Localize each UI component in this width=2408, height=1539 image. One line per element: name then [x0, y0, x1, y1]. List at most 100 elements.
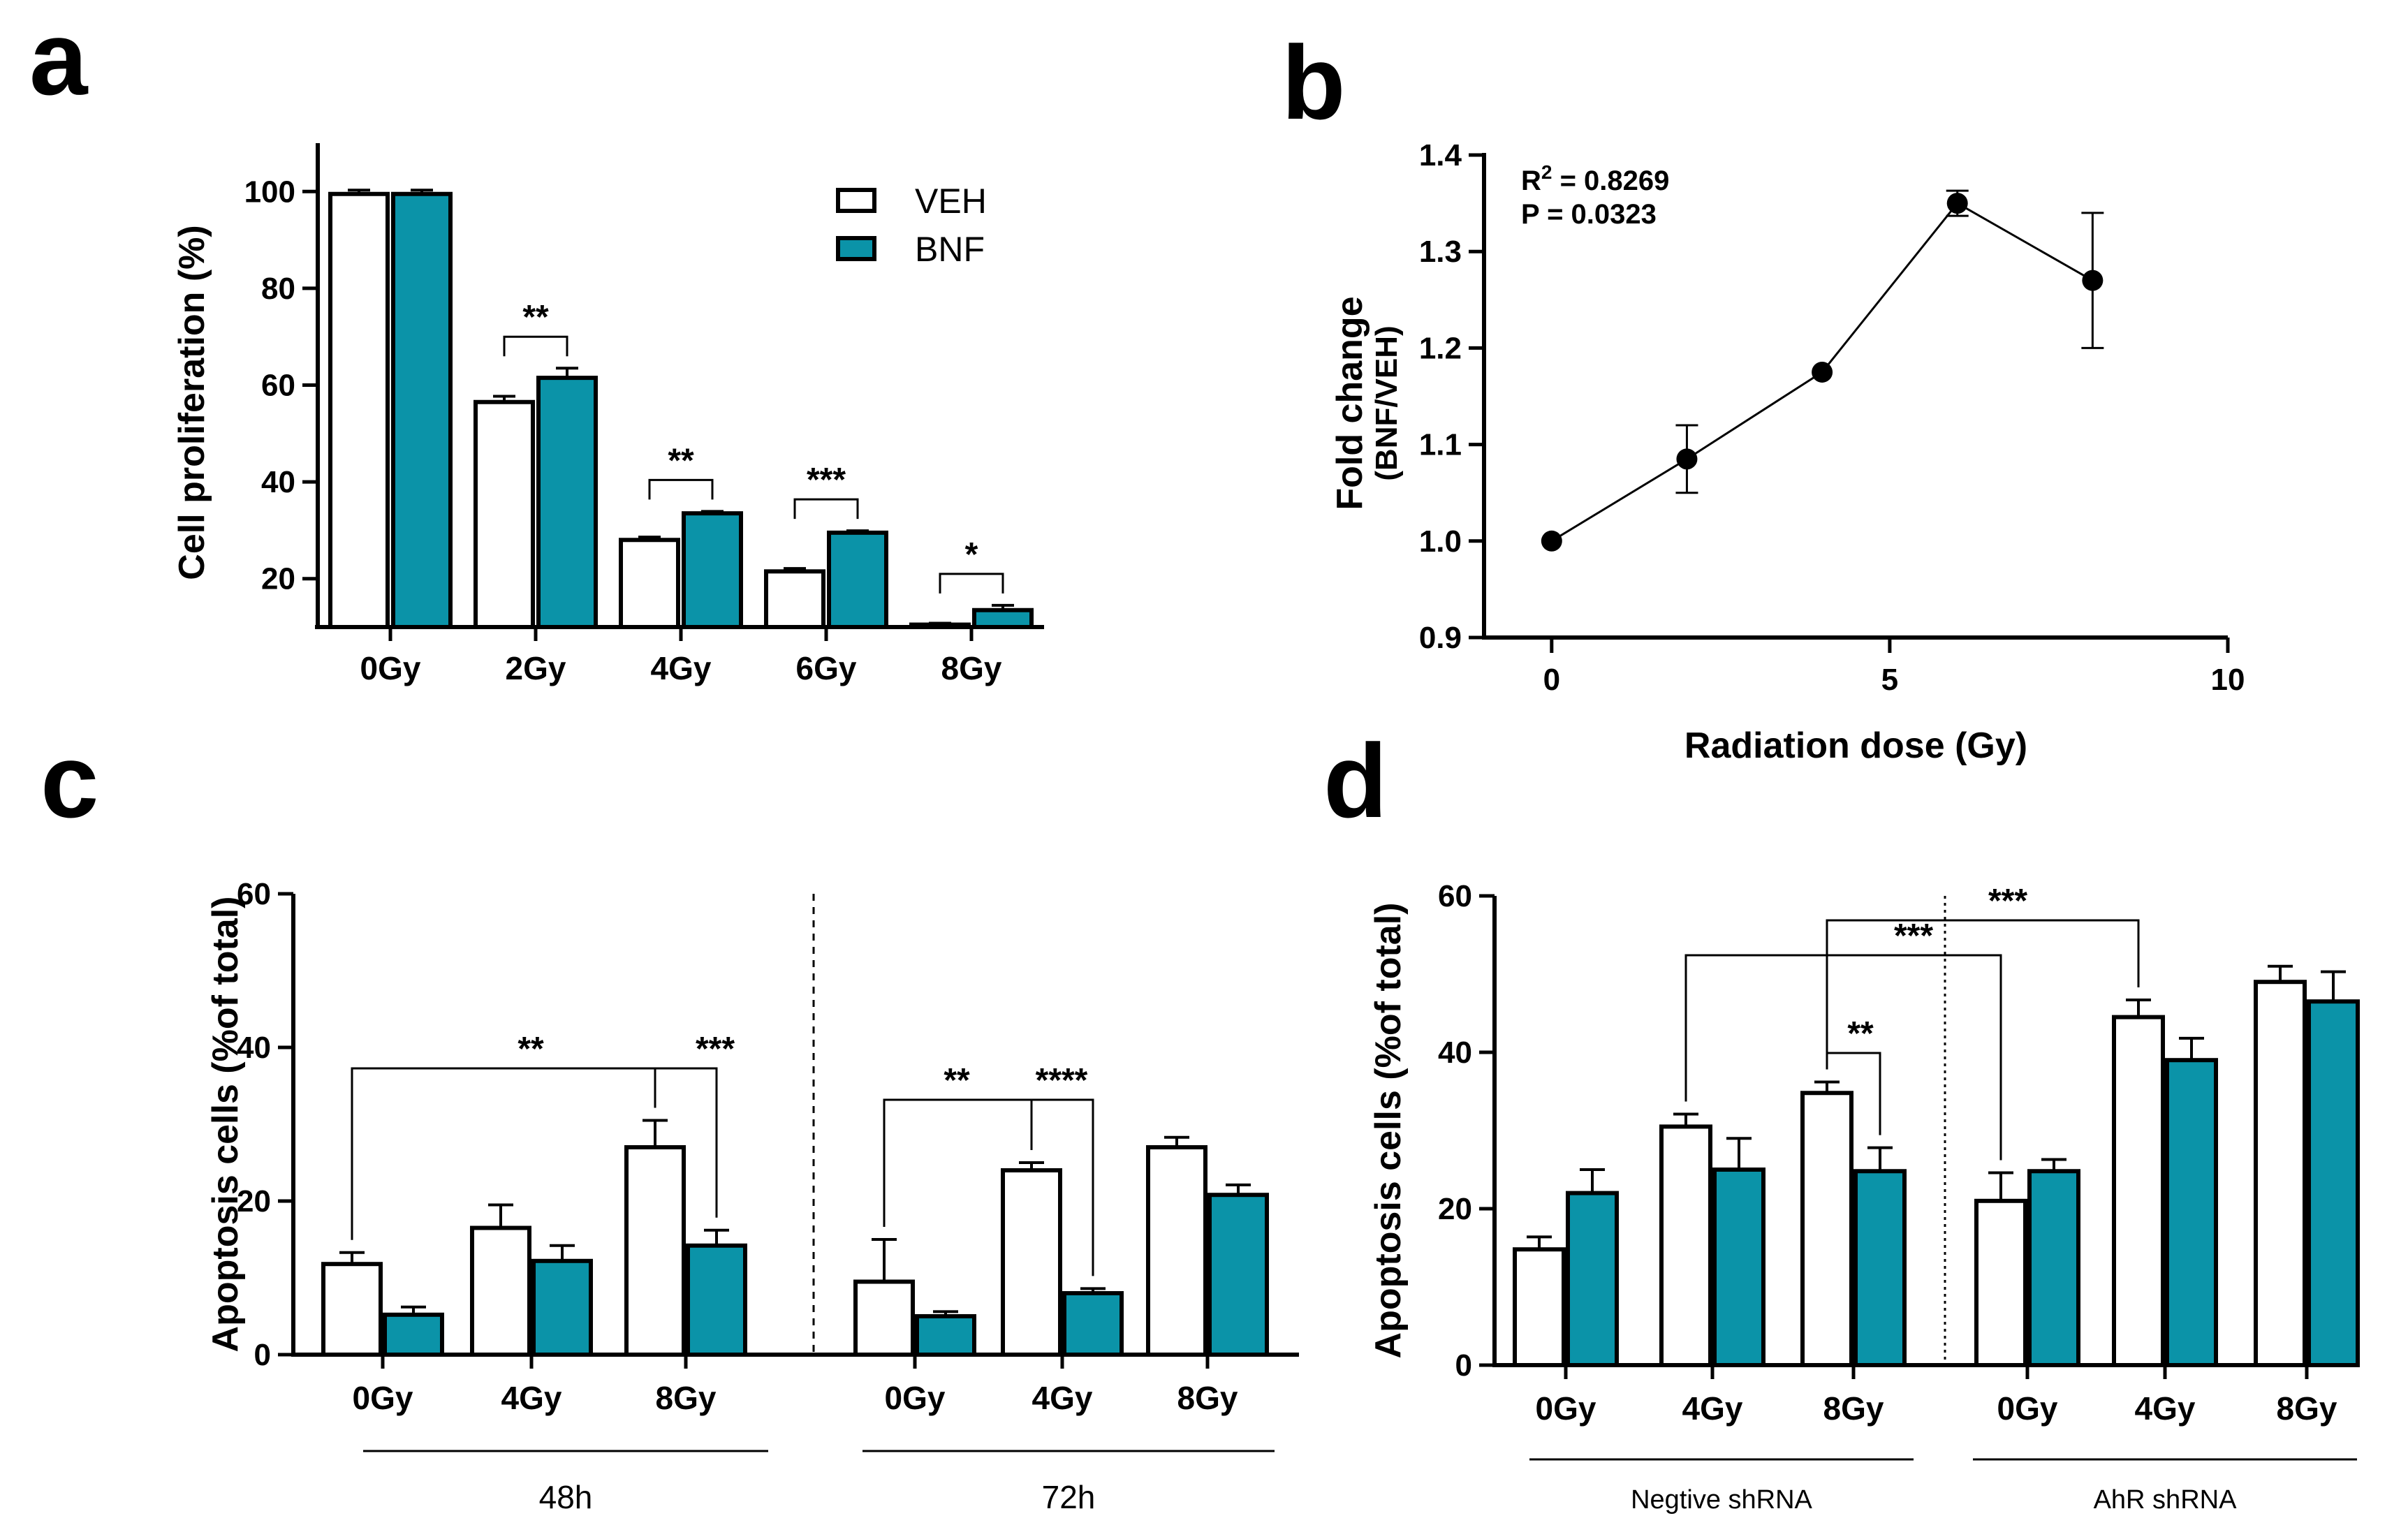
x-tick-label: 4Gy [501, 1380, 562, 1416]
y-tick-label: 1.0 [1419, 524, 1462, 559]
legend-swatch-bnf [836, 236, 876, 261]
r-squared-label: R2 = 0.8269 [1521, 161, 1669, 196]
y-axis-label: Apoptosis cells (%of total) [1368, 903, 1409, 1359]
bar-veh [2254, 980, 2307, 1367]
x-tick-label: 0Gy [1997, 1390, 2058, 1427]
significance-label: *** [696, 1031, 735, 1068]
significance-bracket [1684, 954, 2002, 1161]
bar-veh [473, 399, 535, 629]
y-tick-label: 20 [261, 562, 295, 596]
significance-bracket [1826, 1052, 1881, 1135]
y-tick-label: 20 [237, 1184, 271, 1218]
y-axis-label: Cell proliferation (%) [172, 225, 212, 580]
x-tick-label: 8Gy [941, 650, 1002, 686]
data-point [1812, 361, 1833, 383]
significance-label: **** [1036, 1062, 1088, 1099]
x-tick-label: 5 [1881, 663, 1898, 697]
bar-bnf [531, 1258, 593, 1357]
bar-veh [619, 538, 680, 630]
significance-label: ** [1847, 1015, 1874, 1052]
x-tick-label: 0Gy [360, 650, 421, 686]
panel-letter-c: c [41, 722, 98, 839]
significance-bracket [793, 498, 859, 520]
x-tick-label: 2Gy [506, 650, 566, 686]
y-tick-label: 1.2 [1419, 331, 1462, 365]
bar-veh [328, 191, 390, 629]
x-tick-label: 8Gy [1177, 1380, 1238, 1416]
panel-b-line-chart: 0.9 1.0 1.1 1.2 1.3 1.4 0 5 10 Radiation dose (Gy… [1330, 138, 2245, 766]
y-tick-label: 40 [237, 1031, 271, 1065]
bar-veh [853, 1279, 915, 1357]
bar-veh [624, 1145, 686, 1357]
bar-bnf [2027, 1169, 2080, 1367]
panel-a-bar-chart: 20 40 60 80 100 Cell proliferation (%) 0Gy 2Gy *… [172, 143, 1044, 686]
data-point [2082, 270, 2104, 291]
x-tick-label: 4Gy [1032, 1380, 1093, 1416]
bar-veh [764, 569, 825, 629]
group-label: 72h [1042, 1479, 1096, 1515]
bar-bnf [1207, 1193, 1269, 1357]
bar-bnf [383, 1312, 444, 1357]
significance-bracket [1030, 1098, 1094, 1276]
p-value-label: P = 0.0323 [1521, 199, 1657, 230]
bar-bnf [2165, 1058, 2218, 1367]
group-label: Negtive shRNA [1631, 1485, 1812, 1515]
bar-bnf [2307, 999, 2360, 1367]
significance-bracket [939, 573, 1004, 594]
y-tick-label: 40 [261, 465, 295, 499]
bar-bnf [915, 1314, 976, 1357]
x-tick-label: 8Gy [2277, 1390, 2337, 1427]
significance-label: *** [1988, 883, 2027, 920]
bar-veh [909, 622, 971, 629]
legend-label-veh: VEH [915, 182, 987, 221]
x-tick-label: 4Gy [651, 650, 712, 686]
bar-bnf [391, 191, 453, 629]
group-label: 48h [539, 1479, 593, 1515]
y-tick-label: 60 [237, 877, 271, 911]
group-label: AhR shRNA [2094, 1485, 2237, 1515]
y-axis-label: Apoptosis cells (%of total) [205, 897, 246, 1353]
y-tick-label: 60 [261, 369, 295, 403]
x-tick-label: 0Gy [885, 1380, 946, 1416]
y-tick-label: 40 [1438, 1036, 1472, 1070]
y-tick-label: 80 [261, 272, 295, 306]
bar-bnf [682, 511, 743, 630]
panel-d-bar-chart: 0 20 40 60 Apoptosis cells (%of total) 0Gy 4Gy… [1368, 879, 2360, 1515]
significance-label: * [965, 536, 978, 573]
significance-bracket [351, 1067, 656, 1240]
y-tick-label: 20 [1438, 1192, 1472, 1226]
y-tick-label: 0 [254, 1338, 271, 1372]
bar-bnf [972, 608, 1034, 629]
significance-bracket [503, 335, 568, 357]
x-tick-label: 4Gy [2135, 1390, 2196, 1427]
x-tick-label: 0Gy [1536, 1390, 1596, 1427]
bar-veh [1146, 1145, 1207, 1357]
bar-bnf [536, 376, 598, 629]
bar-veh [1974, 1198, 2027, 1368]
bar-veh [1659, 1124, 1712, 1368]
y-tick-label: 60 [1438, 879, 1472, 913]
legend-swatch-veh [836, 188, 876, 213]
significance-label: ** [944, 1062, 970, 1099]
bar-bnf [686, 1243, 747, 1357]
y-tick-label: 0.9 [1419, 621, 1462, 655]
x-tick-label: 8Gy [1823, 1390, 1884, 1427]
y-axis-label-sub: (BNF/VEH) [1370, 325, 1404, 480]
x-axis-label: Radiation dose (Gy) [1684, 726, 2027, 766]
panel-letter-a: a [29, 0, 89, 117]
x-tick-label: 4Gy [1682, 1390, 1743, 1427]
bar-veh [470, 1225, 531, 1357]
x-tick-label: 0 [1543, 663, 1560, 697]
bar-bnf [1062, 1291, 1124, 1357]
significance-label: ** [668, 442, 694, 479]
y-tick-label: 1.3 [1419, 235, 1462, 269]
data-point [1946, 193, 1968, 214]
significance-label: *** [1894, 918, 1933, 955]
y-tick-label: 100 [244, 175, 295, 209]
bar-veh [2112, 1015, 2165, 1367]
bar-bnf [1853, 1169, 1907, 1367]
x-tick-label: 0Gy [353, 1380, 413, 1416]
significance-bracket [648, 478, 714, 500]
